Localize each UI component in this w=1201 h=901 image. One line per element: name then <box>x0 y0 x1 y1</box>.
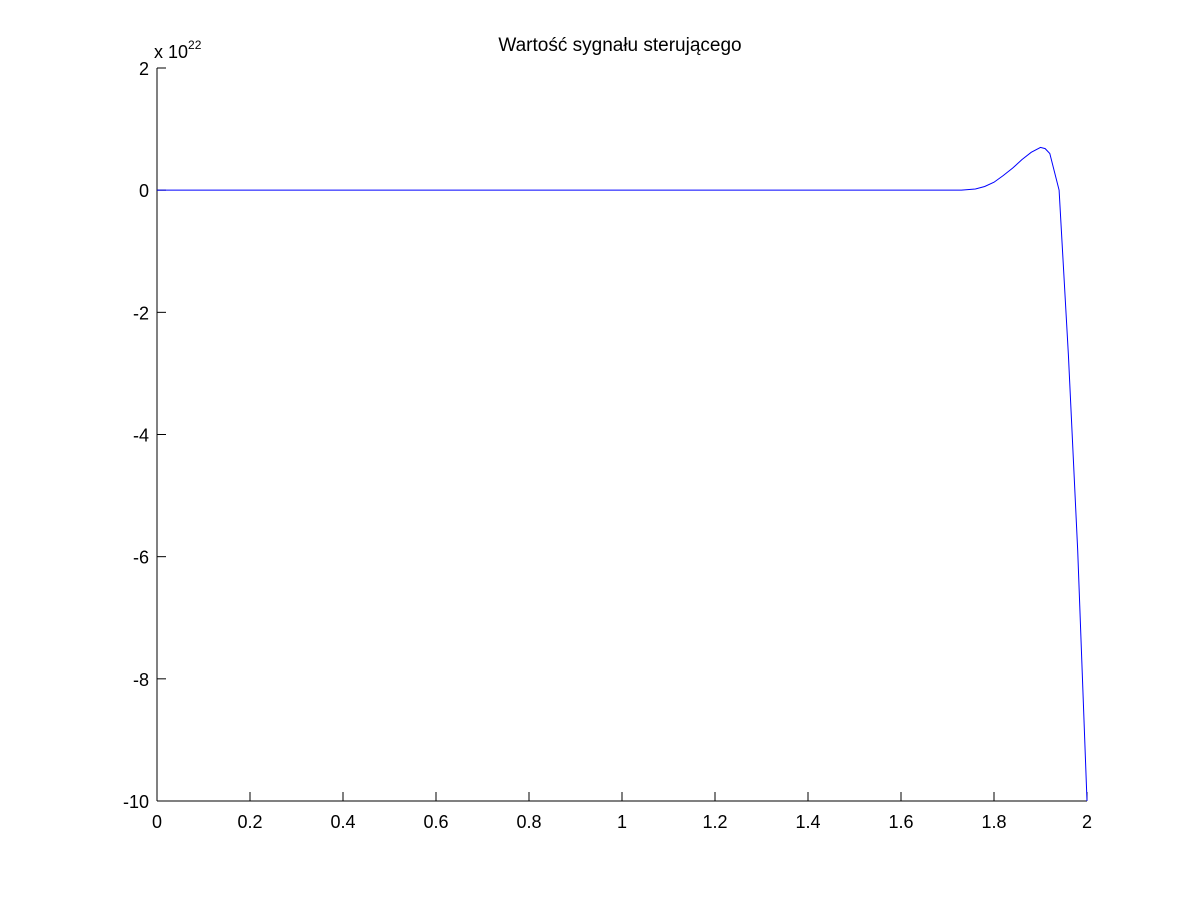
y-tick-label: -10 <box>123 792 149 812</box>
x-axis: 0 0.2 0.4 0.6 0.8 1 1.2 1.4 1.6 1.8 2 <box>152 792 1092 832</box>
x-tick-label: 1.4 <box>795 812 820 832</box>
x-tick-label: 1.8 <box>981 812 1006 832</box>
x-tick-label: 0.2 <box>237 812 262 832</box>
y-axis: -10 -8 -6 -4 -2 0 2 <box>123 59 166 812</box>
x-tick-label: 0.8 <box>516 812 541 832</box>
x-tick-label: 0.6 <box>423 812 448 832</box>
plot-frame <box>156 68 1087 802</box>
y-multiplier-base: x 10 <box>154 42 188 62</box>
y-tick-label: 0 <box>139 181 149 201</box>
series-layer <box>157 146 1088 802</box>
y-multiplier-exponent: 22 <box>188 38 202 52</box>
y-tick-label: -8 <box>133 670 149 690</box>
y-tick-label: 2 <box>139 59 149 79</box>
y-tick-label: -4 <box>133 426 149 446</box>
x-tick-label: 1 <box>617 812 627 832</box>
x-tick-label: 1.6 <box>888 812 913 832</box>
x-tick-label: 2 <box>1082 812 1092 832</box>
series-line <box>157 146 1088 802</box>
y-tick-label: -6 <box>133 548 149 568</box>
chart-title: Wartość sygnału sterującego <box>498 35 741 56</box>
x-tick-label: 0 <box>152 812 162 832</box>
x-tick-label: 0.4 <box>330 812 355 832</box>
y-tick-label: -2 <box>133 303 149 323</box>
x-tick-label: 1.2 <box>702 812 727 832</box>
y-axis-multiplier: x 1022 <box>154 38 202 62</box>
